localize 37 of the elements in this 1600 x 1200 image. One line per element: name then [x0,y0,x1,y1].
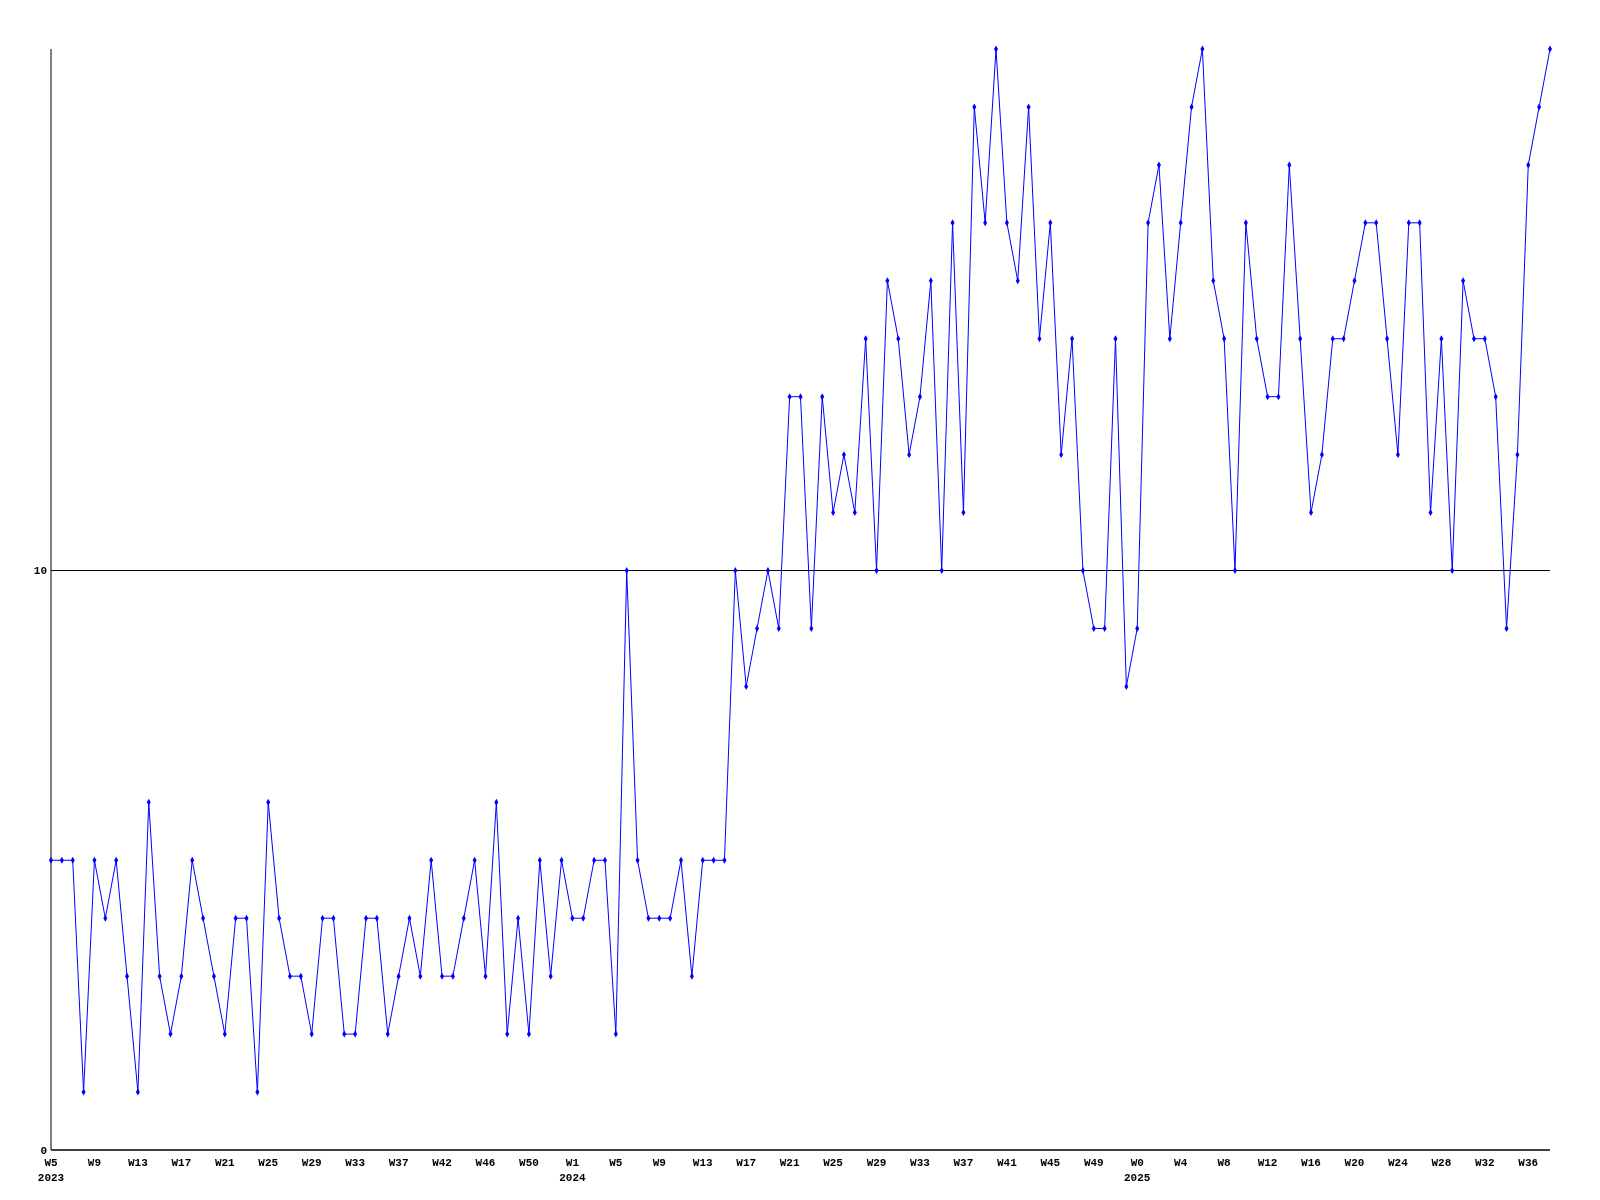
x-tick-label: W20 [1344,1157,1365,1169]
x-tick-label: W50 [519,1157,539,1169]
x-tick-label: W37 [388,1157,409,1169]
x-tick-label: W37 [953,1157,974,1169]
y-tick-label: 10 [33,565,47,578]
x-tick-label: W8 [1217,1157,1232,1169]
y-tick-label: 0 [40,1144,47,1157]
x-tick-label: W16 [1301,1157,1321,1169]
x-tick-label: W4 [1174,1157,1188,1169]
x-tick-label: W17 [736,1157,757,1169]
x-tick-label: W5 2023 [37,1157,65,1184]
x-tick-label: W29 [866,1157,887,1169]
x-tick-label: W9 [652,1157,666,1169]
x-tick-label: W25 [823,1157,844,1169]
x-tick-label: W28 [1431,1157,1452,1169]
x-tick-label: W21 [779,1157,800,1169]
x-tick-label: W5 [609,1157,623,1169]
x-tick-label: W0 2025 [1124,1157,1151,1184]
x-tick-label: W49 [1083,1157,1104,1169]
x-tick-label: W9 [87,1157,102,1169]
x-tick-label: W13 [692,1157,714,1169]
x-tick-label: W12 [1257,1157,1278,1169]
x-tick-label: W1 2024 [559,1157,586,1184]
x-tick-label: W36 [1518,1157,1539,1169]
x-tick-label: W29 [301,1157,322,1169]
x-tick-label: W24 [1388,1157,1409,1169]
x-tick-label: W45 [1040,1157,1061,1169]
x-tick-label: W41 [996,1157,1018,1169]
x-tick-label: W21 [214,1157,236,1169]
x-tick-label: W13 [127,1157,149,1169]
x-tick-label: W32 [1474,1157,1495,1169]
x-tick-label: W25 [258,1157,279,1169]
x-tick-label: W33 [910,1157,931,1169]
x-tick-label: W42 [432,1157,452,1169]
x-tick-label: W46 [475,1157,496,1169]
x-tick-label: W17 [171,1157,192,1169]
x-tick-label: W33 [345,1157,366,1169]
